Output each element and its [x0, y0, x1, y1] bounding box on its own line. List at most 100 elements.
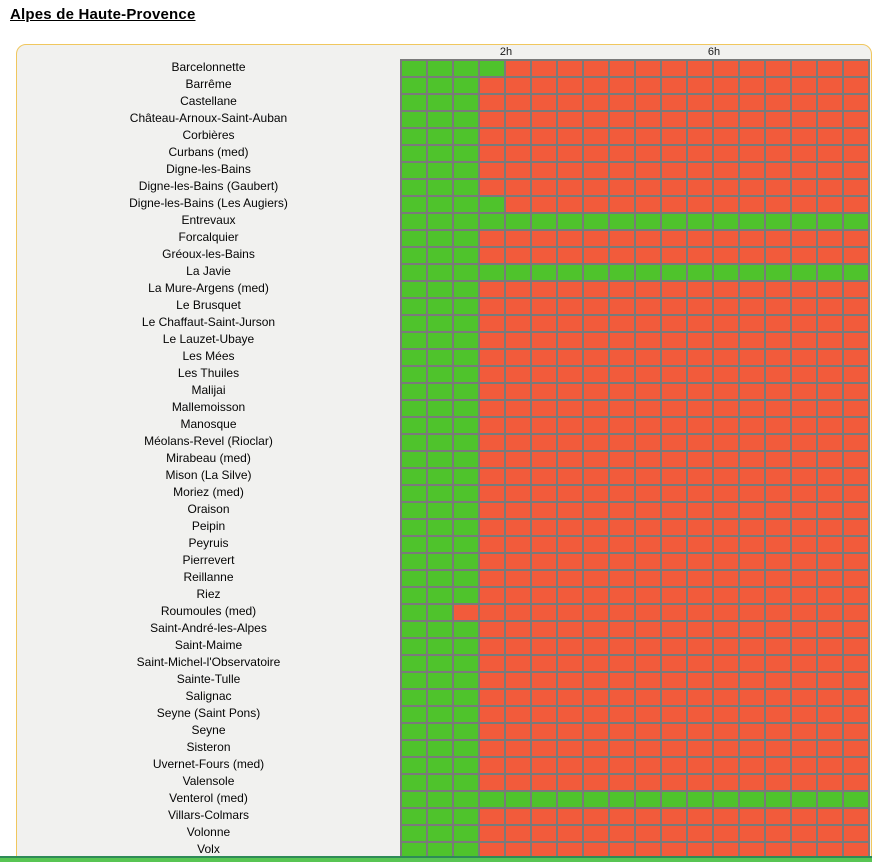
- cell-red: [818, 520, 842, 535]
- cell-red: [688, 469, 712, 484]
- cell-green: [558, 214, 582, 229]
- cell-red: [558, 180, 582, 195]
- cell-red: [662, 520, 686, 535]
- cell-red: [558, 231, 582, 246]
- cell-red: [844, 639, 868, 654]
- cell-red: [610, 724, 634, 739]
- cell-red: [844, 826, 868, 841]
- cell-red: [636, 197, 660, 212]
- station-label: Barcelonnette: [171, 60, 246, 74]
- cell-red: [558, 367, 582, 382]
- cell-red: [740, 146, 764, 161]
- cell-red: [532, 435, 556, 450]
- cell-red: [506, 435, 530, 450]
- timeline-cells: [400, 433, 870, 450]
- cell-red: [844, 554, 868, 569]
- cell-red: [584, 469, 608, 484]
- cell-red: [558, 503, 582, 518]
- cell-green: [558, 792, 582, 807]
- cell-red: [688, 282, 712, 297]
- cell-green: [428, 95, 452, 110]
- station-row: Castellane: [17, 93, 870, 110]
- cell-red: [584, 707, 608, 722]
- cell-red: [662, 112, 686, 127]
- cell-red: [584, 690, 608, 705]
- cell-red: [792, 741, 816, 756]
- cell-green: [402, 843, 426, 857]
- cell-red: [792, 707, 816, 722]
- cell-red: [584, 809, 608, 824]
- cell-green: [454, 588, 478, 603]
- cell-green: [402, 469, 426, 484]
- station-row: Malijai: [17, 382, 870, 399]
- cell-green: [454, 622, 478, 637]
- cell-red: [558, 775, 582, 790]
- cell-green: [454, 418, 478, 433]
- cell-red: [636, 639, 660, 654]
- cell-green: [454, 741, 478, 756]
- cell-red: [818, 741, 842, 756]
- cell-green: [454, 809, 478, 824]
- timeline-cells: [400, 212, 870, 229]
- cell-red: [662, 843, 686, 857]
- station-row: Manosque: [17, 416, 870, 433]
- cell-red: [766, 673, 790, 688]
- cell-red: [766, 656, 790, 671]
- cell-green: [428, 61, 452, 76]
- cell-green: [454, 469, 478, 484]
- cell-red: [584, 129, 608, 144]
- cell-red: [506, 741, 530, 756]
- cell-red: [610, 469, 634, 484]
- cell-red: [532, 843, 556, 857]
- cell-red: [792, 146, 816, 161]
- cell-red: [584, 724, 608, 739]
- cell-red: [558, 163, 582, 178]
- timeline-cells: [400, 331, 870, 348]
- station-label: Manosque: [180, 417, 237, 431]
- cell-red: [844, 537, 868, 552]
- timeline-cells: [400, 773, 870, 790]
- timeline-cells: [400, 416, 870, 433]
- cell-red: [792, 826, 816, 841]
- station-label: Uvernet-Fours (med): [152, 757, 265, 771]
- cell-red: [610, 826, 634, 841]
- timeline-cells: [400, 314, 870, 331]
- cell-red: [610, 316, 634, 331]
- cell-red: [714, 333, 738, 348]
- station-label: Roumoules (med): [160, 604, 257, 618]
- cell-red: [766, 197, 790, 212]
- cell-red: [714, 401, 738, 416]
- cell-red: [766, 622, 790, 637]
- timeline-cells: [400, 807, 870, 824]
- cell-red: [584, 231, 608, 246]
- cell-red: [714, 61, 738, 76]
- cell-red: [610, 452, 634, 467]
- cell-green: [428, 265, 452, 280]
- cell-red: [818, 197, 842, 212]
- cell-red: [792, 571, 816, 586]
- cell-red: [740, 537, 764, 552]
- cell-red: [558, 758, 582, 773]
- cell-red: [532, 95, 556, 110]
- cell-red: [740, 554, 764, 569]
- cell-red: [818, 316, 842, 331]
- cell-red: [506, 486, 530, 501]
- cell-red: [584, 146, 608, 161]
- cell-red: [714, 605, 738, 620]
- cell-red: [844, 129, 868, 144]
- cell-red: [532, 333, 556, 348]
- cell-red: [584, 435, 608, 450]
- cell-red: [662, 605, 686, 620]
- cell-red: [662, 639, 686, 654]
- cell-green: [402, 673, 426, 688]
- station-label: Valensole: [182, 774, 235, 788]
- cell-red: [714, 78, 738, 93]
- cell-red: [506, 724, 530, 739]
- cell-red: [584, 316, 608, 331]
- cell-red: [532, 367, 556, 382]
- axis-tick: 2h: [499, 46, 513, 58]
- cell-red: [662, 486, 686, 501]
- cell-red: [662, 622, 686, 637]
- cell-green: [636, 265, 660, 280]
- cell-red: [714, 741, 738, 756]
